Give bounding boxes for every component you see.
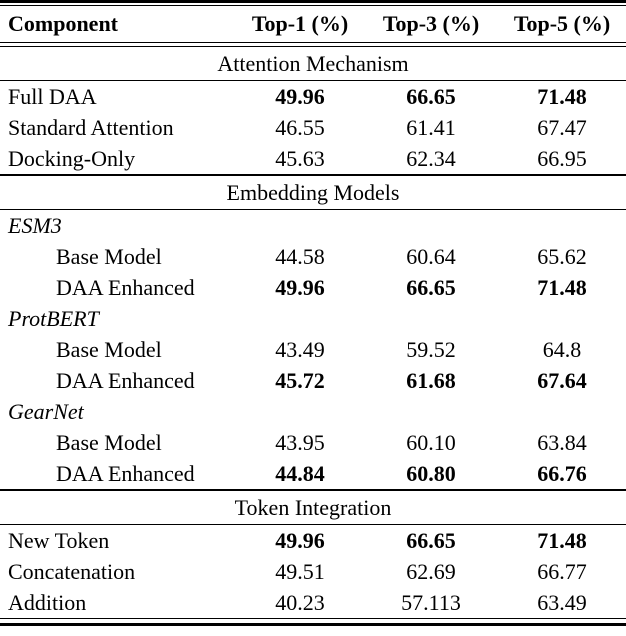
table-row: Base Model 43.49 59.52 64.8 xyxy=(0,334,626,365)
section-divider-rule xyxy=(0,174,626,176)
row-value-top1: 43.49 xyxy=(275,336,325,362)
row-value-top5: 67.64 xyxy=(537,367,587,393)
row-label: Concatenation xyxy=(8,558,136,584)
table-row: DAA Enhanced 44.84 60.80 66.76 xyxy=(0,458,626,489)
row-value-top5: 63.84 xyxy=(537,429,587,455)
row-value-top3: 66.65 xyxy=(406,83,456,109)
table-row: Base Model 43.95 60.10 63.84 xyxy=(0,427,626,458)
row-value-top3: 62.69 xyxy=(406,558,456,584)
row-value-top1: 44.84 xyxy=(275,460,325,486)
row-value-top3: 60.80 xyxy=(406,460,456,486)
table-row: GearNet xyxy=(0,396,626,427)
table-row: ProtBERT xyxy=(0,303,626,334)
row-label: DAA Enhanced xyxy=(56,367,195,393)
section-title-rule xyxy=(0,80,626,81)
top-rule-heavy xyxy=(0,0,626,3)
row-value-top1: 49.96 xyxy=(275,83,325,109)
row-label: Base Model xyxy=(56,429,162,455)
row-value-top3: 61.41 xyxy=(406,114,456,140)
row-value-top5: 66.95 xyxy=(537,145,587,171)
column-header-top-1: Top-1 (%) xyxy=(251,11,349,36)
row-value-top3: 60.64 xyxy=(406,243,456,269)
table-row: New Token 49.96 66.65 71.48 xyxy=(0,525,626,556)
column-header-top-3: Top-3 (%) xyxy=(382,11,480,36)
table-row: Concatenation 49.51 62.69 66.77 xyxy=(0,556,626,587)
row-value-top1: 40.23 xyxy=(275,589,325,615)
row-value-top3: 66.65 xyxy=(406,274,456,300)
row-label: Docking-Only xyxy=(8,145,136,171)
row-label: GearNet xyxy=(8,398,84,424)
row-value-top5: 65.62 xyxy=(537,243,587,269)
row-value-top1: 49.96 xyxy=(275,527,325,553)
table-header-row: Component Top-1 (%) Top-3 (%) Top-5 (%) xyxy=(0,6,626,42)
row-value-top5: 71.48 xyxy=(537,274,587,300)
section-title-token-integration: Token Integration xyxy=(234,495,392,520)
table-row: DAA Enhanced 45.72 61.68 67.64 xyxy=(0,365,626,396)
row-value-top1: 46.55 xyxy=(275,114,325,140)
table-row: Base Model 44.58 60.64 65.62 xyxy=(0,241,626,272)
row-value-top3: 62.34 xyxy=(406,145,456,171)
row-value-top5: 66.77 xyxy=(537,558,587,584)
section-title-embedding-models: Embedding Models xyxy=(226,180,400,205)
row-value-top3: 66.65 xyxy=(406,527,456,553)
row-label: Addition xyxy=(8,589,87,615)
row-label: ProtBERT xyxy=(8,305,99,331)
row-value-top5: 67.47 xyxy=(537,114,587,140)
row-value-top3: 61.68 xyxy=(406,367,456,393)
section-divider-rule xyxy=(0,489,626,491)
section-title-rule xyxy=(0,209,626,210)
row-label: Standard Attention xyxy=(8,114,174,140)
row-value-top1: 45.63 xyxy=(275,145,325,171)
bottom-rule-light xyxy=(0,618,626,619)
row-value-top3: 60.10 xyxy=(406,429,456,455)
row-label: DAA Enhanced xyxy=(56,274,195,300)
row-value-top5: 66.76 xyxy=(537,460,587,486)
table-row: DAA Enhanced 49.96 66.65 71.48 xyxy=(0,272,626,303)
row-value-top1: 49.96 xyxy=(275,274,325,300)
header-rule-1 xyxy=(0,42,626,43)
bottom-rule-heavy xyxy=(0,623,626,626)
row-label: ESM3 xyxy=(8,212,62,238)
row-value-top1: 45.72 xyxy=(275,367,325,393)
row-value-top1: 43.95 xyxy=(275,429,325,455)
row-label: New Token xyxy=(8,527,110,553)
table-body: Attention Mechanism Full DAA 49.96 66.65 71.… xyxy=(0,47,626,618)
column-header-component: Component xyxy=(8,11,119,36)
row-label: DAA Enhanced xyxy=(56,460,195,486)
row-value-top3: 59.52 xyxy=(406,336,456,362)
section-title-rule xyxy=(0,524,626,525)
row-label: Full DAA xyxy=(8,83,97,109)
row-label: Base Model xyxy=(56,336,162,362)
section-title-attention-mechanism: Attention Mechanism xyxy=(217,51,409,76)
row-value-top1: 49.51 xyxy=(275,558,325,584)
header-rule-2 xyxy=(0,46,626,47)
table-row: Docking-Only 45.63 62.34 66.95 xyxy=(0,143,626,174)
table-row: Full DAA 49.96 66.65 71.48 xyxy=(0,81,626,112)
column-header-top-5: Top-5 (%) xyxy=(513,11,611,36)
row-label: Base Model xyxy=(56,243,162,269)
row-value-top5: 71.48 xyxy=(537,83,587,109)
table-row: ESM3 xyxy=(0,210,626,241)
row-value-top5: 71.48 xyxy=(537,527,587,553)
row-value-top3: 57.113 xyxy=(401,589,461,615)
row-value-top5: 64.8 xyxy=(542,336,582,362)
row-value-top1: 44.58 xyxy=(275,243,325,269)
table-row: Standard Attention 46.55 61.41 67.47 xyxy=(0,112,626,143)
top-rule-light xyxy=(0,5,626,6)
table-row: Addition 40.23 57.113 63.49 xyxy=(0,587,626,618)
row-value-top5: 63.49 xyxy=(537,589,587,615)
